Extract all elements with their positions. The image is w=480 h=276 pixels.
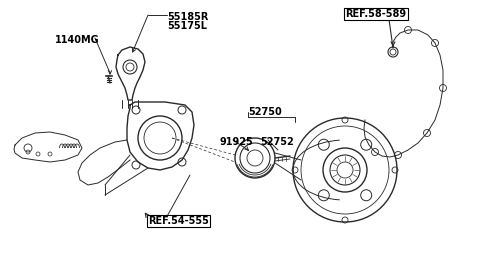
Text: 55185R: 55185R (167, 12, 208, 22)
Text: 91925: 91925 (220, 137, 254, 147)
Text: 55175L: 55175L (167, 21, 207, 31)
Text: 52752: 52752 (260, 137, 294, 147)
Text: 1140MG: 1140MG (55, 35, 100, 45)
Text: 52750: 52750 (248, 107, 282, 117)
Text: REF.54-555: REF.54-555 (148, 216, 209, 226)
Text: REF.58-589: REF.58-589 (345, 9, 406, 19)
